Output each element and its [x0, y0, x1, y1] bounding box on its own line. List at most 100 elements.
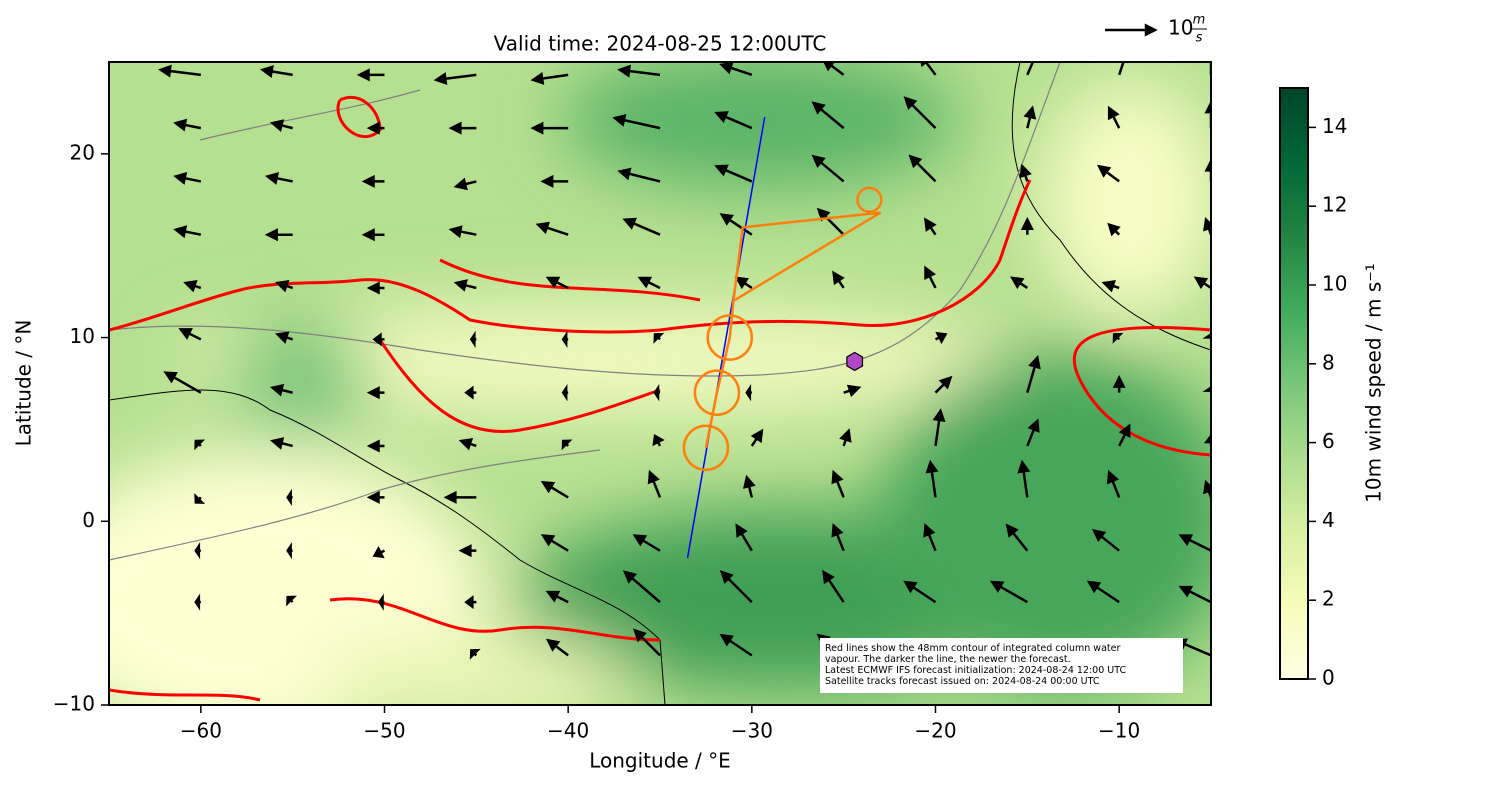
- wind-arrow: [617, 167, 661, 183]
- wind-arrow: [1204, 433, 1211, 446]
- colorbar-tick-label: 14: [1322, 114, 1347, 138]
- wind-arrow: [1091, 528, 1120, 552]
- chart-title: Valid time: 2024-08-25 12:00UTC: [494, 32, 827, 56]
- x-tick-label: −30: [731, 719, 773, 743]
- wind-arrow: [653, 384, 660, 402]
- wind-arrow: [173, 118, 202, 132]
- wind-arrow: [652, 433, 665, 447]
- wind-arrow: [545, 590, 569, 604]
- wind-arrow: [540, 534, 569, 552]
- wind-arrow: [745, 384, 752, 402]
- x-tick-label: −50: [363, 719, 405, 743]
- wind-arrow: [1096, 164, 1120, 183]
- wind-arrow: [264, 228, 293, 242]
- wind-arrow: [530, 71, 569, 85]
- wind-arrow: [178, 328, 202, 341]
- wind-arrow: [545, 638, 569, 657]
- wind-arrow: [831, 523, 845, 552]
- wind-arrow: [194, 439, 206, 451]
- wind-arrow: [264, 172, 293, 185]
- wind-arrow: [1118, 423, 1131, 447]
- wind-arrow: [259, 65, 293, 78]
- wind-arrow: [719, 633, 753, 657]
- wind-arrow: [1026, 62, 1035, 76]
- wind-arrow: [932, 408, 946, 447]
- wind-arrow: [366, 490, 385, 504]
- colorbar-tick-label: 4: [1322, 508, 1335, 532]
- wind-arrow: [822, 569, 845, 603]
- x-axis-label: Longitude / °E: [589, 749, 731, 773]
- flight-track: [704, 211, 882, 449]
- wind-arrow: [934, 375, 953, 394]
- wind-arrow: [632, 534, 661, 552]
- wind-arrow: [377, 593, 385, 611]
- wind-arrow: [637, 276, 661, 290]
- wind-arrow: [194, 593, 201, 611]
- x-tick-label: −40: [547, 719, 589, 743]
- x-tick-label: −20: [914, 719, 956, 743]
- wind-arrow: [458, 438, 477, 451]
- y-axis-label: Latitude / °N: [12, 320, 36, 447]
- wind-arrow: [453, 279, 477, 292]
- wind-arrow: [719, 62, 753, 77]
- wind-arrow: [934, 331, 948, 345]
- wind-arrow: [923, 217, 937, 236]
- wind-arrow: [540, 174, 569, 188]
- wind-arrow: [831, 469, 845, 498]
- wind-arrow: [622, 217, 661, 236]
- wind-arrow: [109, 73, 110, 75]
- wind-arrow: [366, 386, 385, 400]
- wind-arrow: [286, 595, 297, 607]
- wind-arrow: [530, 121, 569, 135]
- y-tick-label: 20: [70, 140, 95, 164]
- wind-arrow: [1020, 216, 1034, 235]
- wind-arrow: [734, 276, 753, 290]
- colorbar-label: 10m wind speed / m s⁻¹: [1362, 263, 1386, 503]
- wind-arrow: [443, 490, 477, 504]
- wind-arrow: [633, 628, 661, 657]
- wind-arrow: [1023, 105, 1037, 129]
- wind-arrow: [433, 72, 477, 86]
- wind-arrow: [1193, 276, 1211, 290]
- y-tick-label: −10: [53, 692, 95, 716]
- wind-arrow: [275, 331, 294, 344]
- wind-arrow: [173, 225, 202, 239]
- wind-arrow: [924, 265, 937, 289]
- wind-arrow: [908, 154, 937, 183]
- wind-arrow: [163, 371, 202, 394]
- colorbar-tick-label: 6: [1322, 429, 1335, 453]
- wind-arrow: [535, 221, 569, 236]
- wind-arrow: [1178, 585, 1211, 604]
- wind-arrow: [647, 469, 662, 498]
- wind-arrow: [469, 648, 481, 660]
- wind-arrow: [839, 428, 852, 447]
- wind-arrow: [464, 385, 477, 400]
- wind-arrow: [1017, 459, 1031, 498]
- wind-arrow: [1112, 374, 1126, 393]
- wind-arrow: [1178, 534, 1211, 552]
- wind-arrow: [903, 96, 937, 130]
- flight-circle: [706, 314, 754, 361]
- quiver-key-label: 10: [1168, 16, 1193, 40]
- annotation-line: Red lines show the 48mm contour of integ…: [825, 643, 1120, 654]
- quiver-key-unit-numerator: m: [1193, 13, 1206, 28]
- colorbar-tick-label: 8: [1322, 350, 1335, 374]
- wind-arrow: [903, 580, 937, 604]
- wind-arrow: [750, 428, 764, 447]
- wind-arrow: [1202, 386, 1211, 393]
- wind-arrow: [1026, 354, 1041, 394]
- annotation-line: Satellite tracks forecast issued on: 202…: [825, 676, 1100, 687]
- satellite-track: [686, 116, 766, 559]
- plot-layer: [109, 62, 1211, 660]
- wind-arrow: [194, 493, 206, 504]
- y-tick-label: 10: [70, 324, 95, 348]
- wind-arrow: [361, 228, 385, 242]
- wind-arrow: [1010, 276, 1029, 290]
- wind-arrow: [843, 384, 862, 398]
- wind-arrow: [356, 68, 385, 82]
- wind-arrow: [1086, 580, 1120, 604]
- wind-arrow: [1204, 158, 1211, 182]
- wind-arrow: [458, 544, 477, 558]
- wind-arrow: [742, 474, 756, 498]
